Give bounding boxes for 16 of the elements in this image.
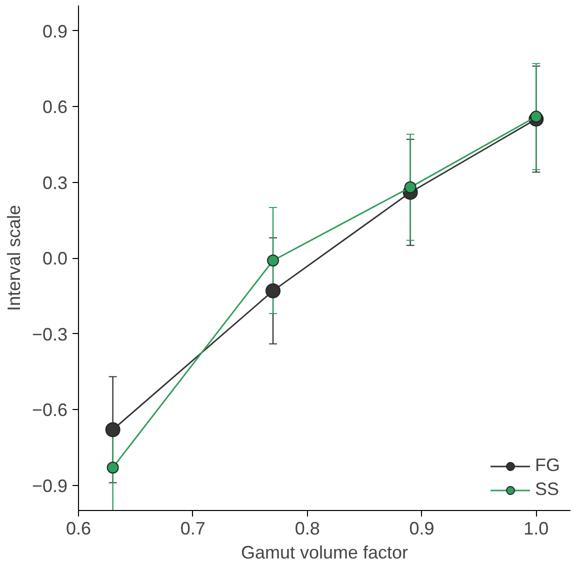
y-tick-label: −0.9 [32,476,68,496]
y-axis-title: Interval scale [4,204,24,312]
x-tick-label: 0.9 [409,518,434,538]
y-tick-label: 0.3 [42,172,68,193]
y-tick-label: 0.9 [42,21,68,42]
x-axis-title: Gamut volume factor [240,542,408,562]
x-tick-label: 0.6 [66,518,92,538]
x-tick-label: 1.0 [524,518,549,538]
y-tick-label: 0.0 [42,248,68,268]
y-tick-label: −0.6 [32,400,68,420]
y-tick-label: 0.6 [42,97,68,117]
y-tick-label: −0.3 [32,324,68,344]
legend-label: FG [535,455,560,476]
x-tick-label: 0.8 [294,518,320,538]
x-tick-label: 0.7 [180,518,206,538]
legend-label: SS [535,479,560,500]
